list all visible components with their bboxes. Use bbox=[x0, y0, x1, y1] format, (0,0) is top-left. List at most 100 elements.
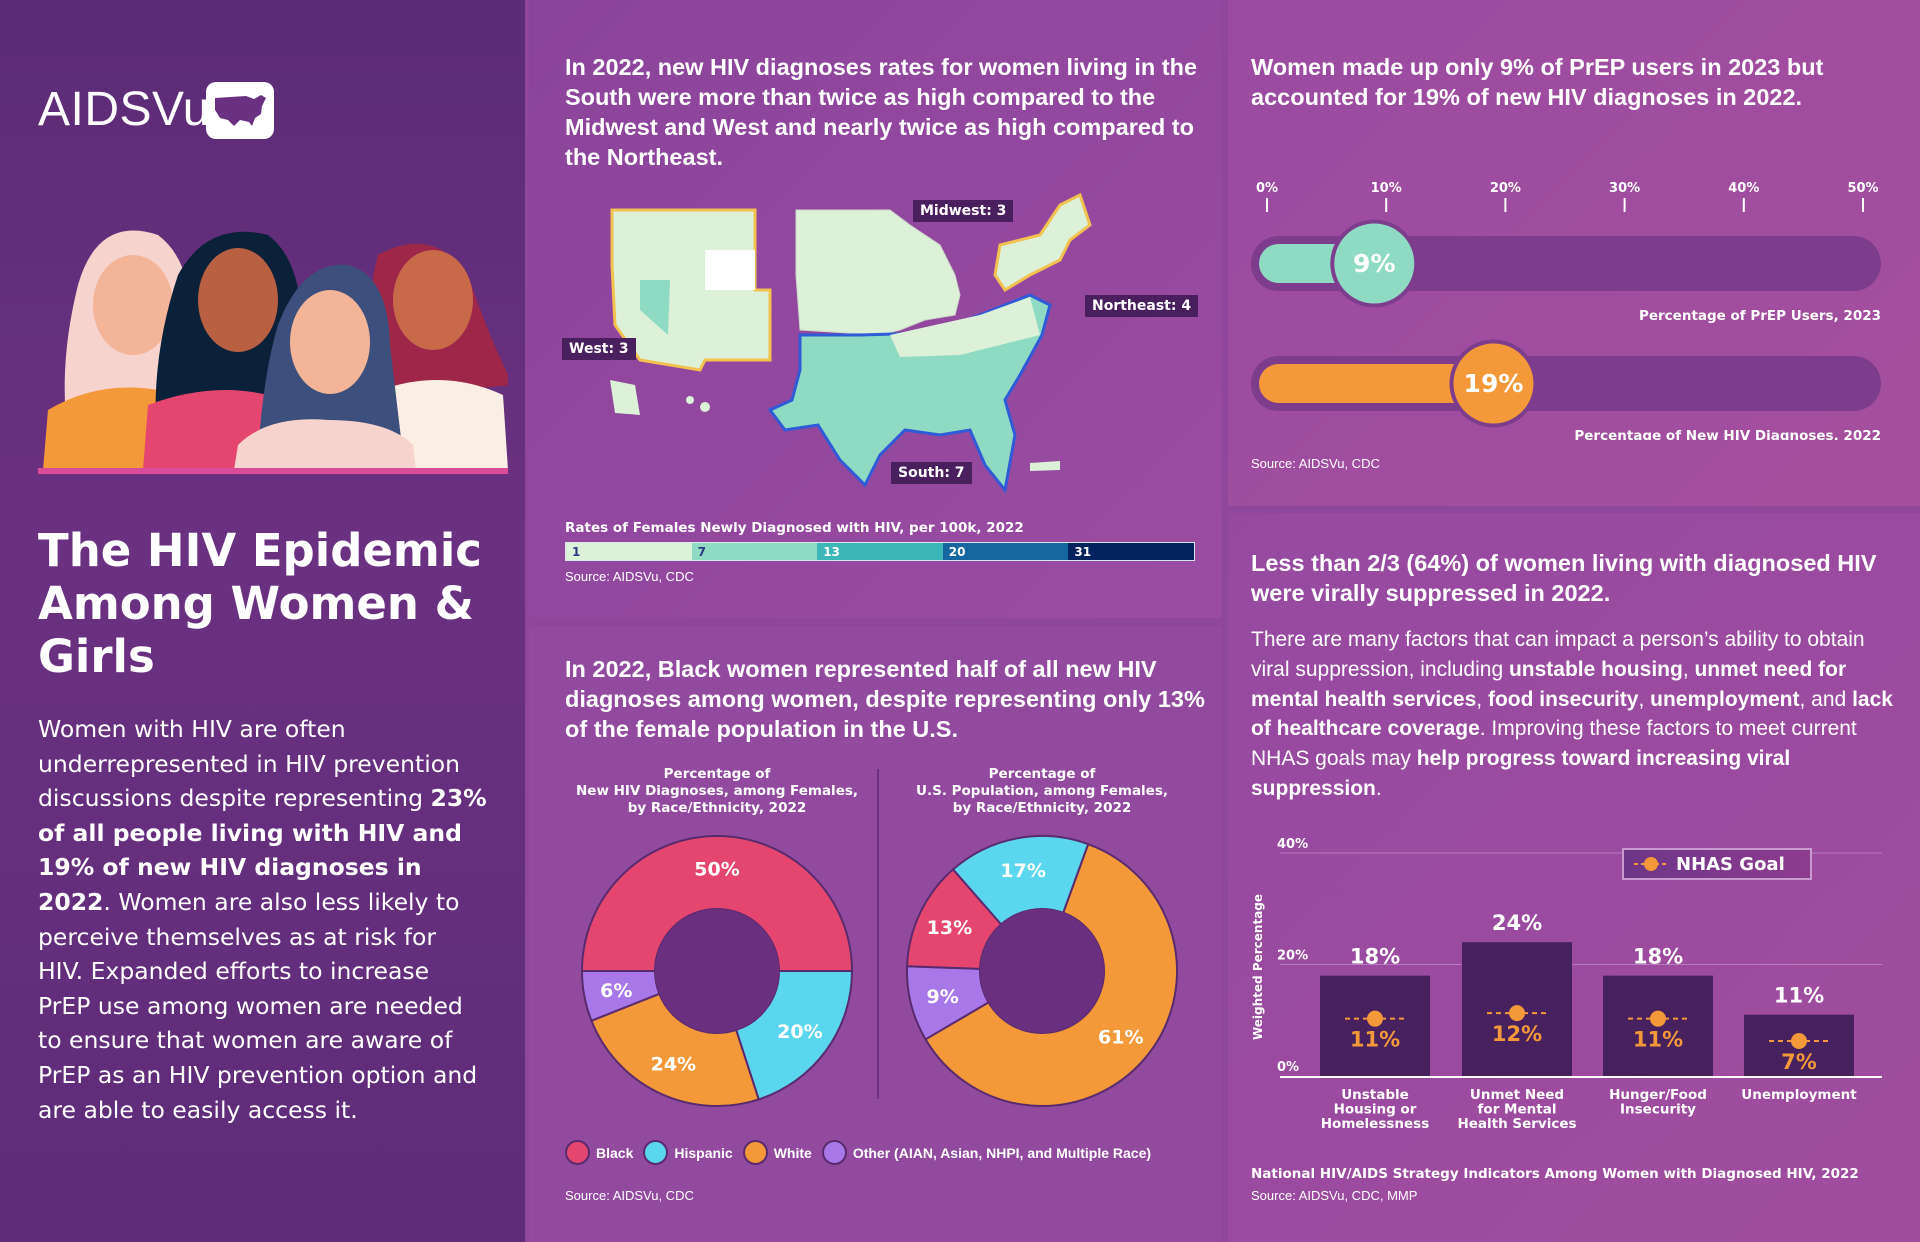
us-regions-map bbox=[610, 192, 1092, 494]
legend-item: Black bbox=[565, 1140, 633, 1165]
west-label: West: 3 bbox=[562, 338, 636, 360]
legend-swatch bbox=[565, 1140, 590, 1165]
map-source: Source: AIDSVu, CDC bbox=[565, 569, 694, 584]
donut-2-title: Percentage of U.S. Population, among Fem… bbox=[882, 766, 1202, 817]
page-title: The HIV Epidemic Among Women & Girls bbox=[38, 524, 482, 683]
text: , and bbox=[1799, 687, 1853, 711]
axis-tick-label: 10% bbox=[1371, 181, 1402, 196]
progress-value-label: 19% bbox=[1464, 369, 1524, 398]
axis-tick-label: 20% bbox=[1490, 181, 1521, 196]
aidsvu-logo: AIDSVu bbox=[38, 83, 210, 136]
progress-value-badge bbox=[1449, 339, 1538, 428]
bold-text: unemployment bbox=[1650, 687, 1800, 711]
south-region bbox=[767, 293, 1060, 494]
map-heading: In 2022, new HIV diagnoses rates for wom… bbox=[565, 54, 1198, 170]
legend-item: Other (AIAN, Asian, NHPI, and Multiple R… bbox=[821, 1140, 1152, 1165]
nhas-chart-title: National HIV/AIDS Strategy Indicators Am… bbox=[1251, 1166, 1859, 1182]
donut-2-label: 17% bbox=[1000, 860, 1045, 882]
progress-value-badge bbox=[1330, 219, 1419, 308]
goal-value-label: 11% bbox=[1633, 1028, 1683, 1052]
nhas-goal-legend: NHAS Goal bbox=[1622, 848, 1812, 880]
legend-swatch bbox=[643, 1140, 669, 1165]
legend-label: Hispanic bbox=[674, 1144, 733, 1161]
legend-bin: 7 bbox=[691, 543, 818, 560]
midwest-label: Midwest: 3 bbox=[913, 200, 1014, 222]
text: . Improving these factors to meet curren… bbox=[1251, 717, 1857, 771]
donut-1-label: 6% bbox=[600, 980, 632, 1002]
west-region bbox=[610, 208, 772, 415]
bold-text: help progress toward increasing viral su… bbox=[1251, 747, 1791, 800]
donut-2-label: 13% bbox=[927, 917, 972, 939]
progress-value-label: 9% bbox=[1353, 249, 1395, 278]
map-legend-title: Rates of Females Newly Diagnosed with HI… bbox=[565, 520, 1024, 536]
legend-item: White bbox=[742, 1140, 812, 1165]
progress-fill bbox=[1259, 364, 1494, 403]
viral-heading: Less than 2/3 (64%) of women living with… bbox=[1251, 550, 1877, 606]
legend-swatch bbox=[821, 1140, 847, 1165]
donut-2-hole bbox=[980, 909, 1104, 1033]
donut-divider bbox=[877, 769, 879, 1099]
race-donut-charts: 50% 20% 24% 6% 61% 9% 13% 17% bbox=[580, 835, 1178, 1107]
legend-label: White bbox=[773, 1144, 812, 1161]
goal-marker bbox=[1650, 1010, 1666, 1027]
us-map-icon bbox=[206, 82, 274, 139]
nhas-source: Source: AIDSVu, CDC, MMP bbox=[1251, 1188, 1418, 1203]
donut-2-label: 61% bbox=[1098, 1027, 1143, 1049]
goal-value-label: 7% bbox=[1781, 1050, 1817, 1074]
donut-1-title-line: by Race/Ethnicity, 2022 bbox=[627, 800, 807, 816]
bold-text: lack of healthcare coverage bbox=[1251, 687, 1893, 741]
text: . Women are also less likely to perceive… bbox=[38, 887, 478, 1124]
intro-paragraph: Women with HIV are often underrepresente… bbox=[38, 712, 488, 1127]
category-label: Unemployment bbox=[1741, 1087, 1857, 1103]
goal-marker-icon bbox=[1634, 857, 1668, 871]
bold-text: unmet need for mental health services bbox=[1251, 657, 1847, 711]
legend-bin: 31 bbox=[1068, 543, 1194, 560]
donut-1-label: 50% bbox=[694, 859, 739, 881]
axis-tick-label: 30% bbox=[1609, 181, 1640, 196]
legend-bin: 1 bbox=[566, 543, 692, 560]
goal-value-label: 11% bbox=[1350, 1028, 1400, 1052]
bar-value-label: 11% bbox=[1774, 984, 1824, 1008]
bold-text: unstable housing bbox=[1508, 657, 1683, 681]
goal-marker bbox=[1509, 1005, 1525, 1022]
bar-value-label: 24% bbox=[1492, 911, 1542, 935]
south-label: South: 7 bbox=[891, 462, 972, 484]
category-label: Unmet Need for Mental Health Services bbox=[1457, 1087, 1576, 1132]
prep-heading: Women made up only 9% of PrEP users in 2… bbox=[1251, 54, 1824, 110]
y-axis-label: Weighted Percentage bbox=[1251, 894, 1265, 1040]
y-tick-label: 0% bbox=[1277, 1060, 1299, 1075]
bold-text: 23% of all people living with HIV and 19… bbox=[38, 784, 487, 916]
category-label: Hunger/Food Insecurity bbox=[1609, 1087, 1707, 1118]
bar-value-label: 18% bbox=[1350, 945, 1400, 969]
goal-value-label: 12% bbox=[1492, 1022, 1542, 1046]
viral-paragraph: There are many factors that can impact a… bbox=[1251, 625, 1896, 804]
text: . bbox=[1375, 776, 1382, 800]
race-heading: In 2022, Black women represented half of… bbox=[565, 656, 1205, 742]
progress-bar-label: Percentage of New HIV Diagnoses, 2022 bbox=[1574, 428, 1881, 440]
map-color-legend: 1 7 13 20 31 bbox=[565, 542, 1195, 561]
bar-value-label: 18% bbox=[1633, 945, 1683, 969]
legend-bin: 13 bbox=[817, 543, 943, 560]
legend-label: Other (AIAN, Asian, NHPI, and Multiple R… bbox=[852, 1144, 1152, 1161]
donut-1-title: Percentage of New HIV Diagnoses, among F… bbox=[557, 766, 877, 817]
axis-tick-label: 50% bbox=[1847, 181, 1878, 196]
nhas-bar-chart: 0% 20% 40% Weighted Percentage 18% 11% Unstabl… bbox=[1251, 837, 1882, 1132]
nhas-goal-label: NHAS Goal bbox=[1676, 853, 1785, 875]
race-legend: Black Hispanic White Other (AIAN, Asian, NH… bbox=[565, 1140, 1151, 1165]
axis-tick-label: 40% bbox=[1728, 181, 1759, 196]
donut-2-label: 9% bbox=[926, 986, 958, 1008]
goal-marker bbox=[1367, 1010, 1383, 1027]
text: Women with HIV are often underrepresente… bbox=[38, 715, 461, 813]
legend-bin: 20 bbox=[942, 543, 1069, 560]
midwest-region bbox=[795, 209, 961, 336]
text: There are many factors that can impact a… bbox=[1251, 628, 1865, 681]
y-tick-label: 40% bbox=[1277, 837, 1308, 852]
donut-2-title-line: by Race/Ethnicity, 2022 bbox=[952, 800, 1132, 816]
legend-label: Black bbox=[596, 1144, 634, 1161]
text: , bbox=[1682, 657, 1695, 681]
donut-2-title-line: U.S. Population, among Females, bbox=[916, 783, 1168, 799]
race-source: Source: AIDSVu, CDC bbox=[565, 1188, 694, 1203]
northeast-region bbox=[993, 192, 1092, 293]
y-tick-label: 20% bbox=[1277, 949, 1308, 964]
goal-marker bbox=[1791, 1032, 1807, 1049]
